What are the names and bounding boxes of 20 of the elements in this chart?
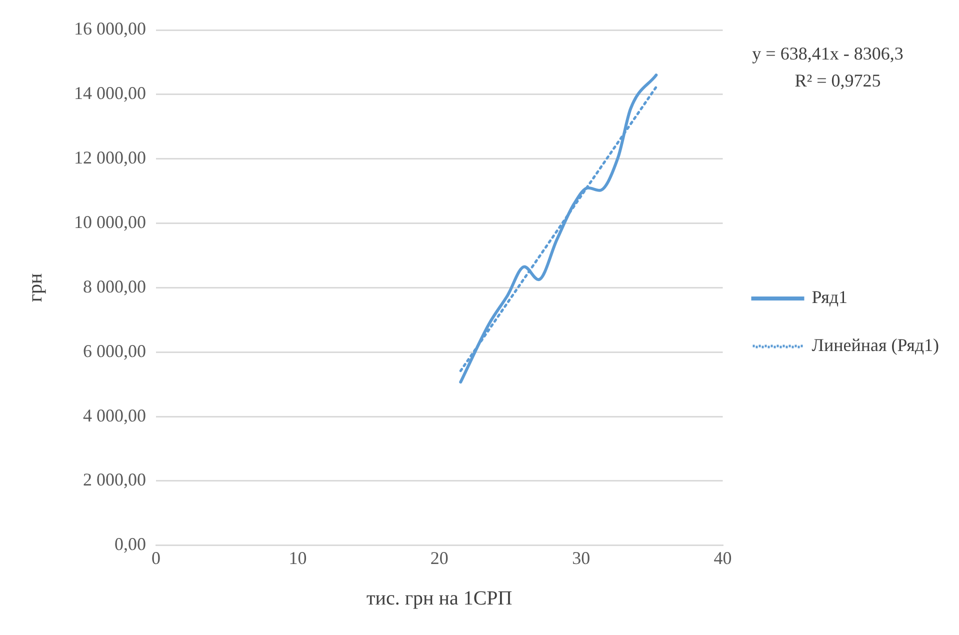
text: y = 638,41x - 8306,3 (752, 44, 904, 64)
y-tick-label: 10 000,00 (74, 212, 146, 232)
text: R² = 0,9725 (794, 70, 881, 91)
y-tick-label: 4 000,00 (83, 405, 146, 426)
x-axis-title: тис. грн на 1СРП (366, 587, 512, 610)
y-tick-label: 6 000,00 (83, 340, 146, 361)
x-tick-label: 40 (714, 548, 732, 568)
legend-label: Ряд1 (812, 287, 848, 308)
y-tick-label: 8 000,00 (83, 276, 146, 296)
y-axis-title: грн (24, 272, 46, 302)
y-tick-label: 14 000,00 (74, 83, 146, 104)
y-tick-label: 2 000,00 (83, 470, 146, 490)
y-tick-label: 12 000,00 (74, 148, 146, 168)
x-tick-label: 30 (572, 548, 590, 568)
x-tick-label: 10 (288, 548, 307, 568)
y-tick-label: 0,00 (114, 534, 146, 554)
legend-label: Линейная (Ряд1) (812, 335, 940, 356)
x-tick-label: 20 (430, 548, 448, 568)
y-tick-label: 16 000,00 (74, 18, 146, 39)
x-tick-label: 0 (152, 548, 160, 568)
